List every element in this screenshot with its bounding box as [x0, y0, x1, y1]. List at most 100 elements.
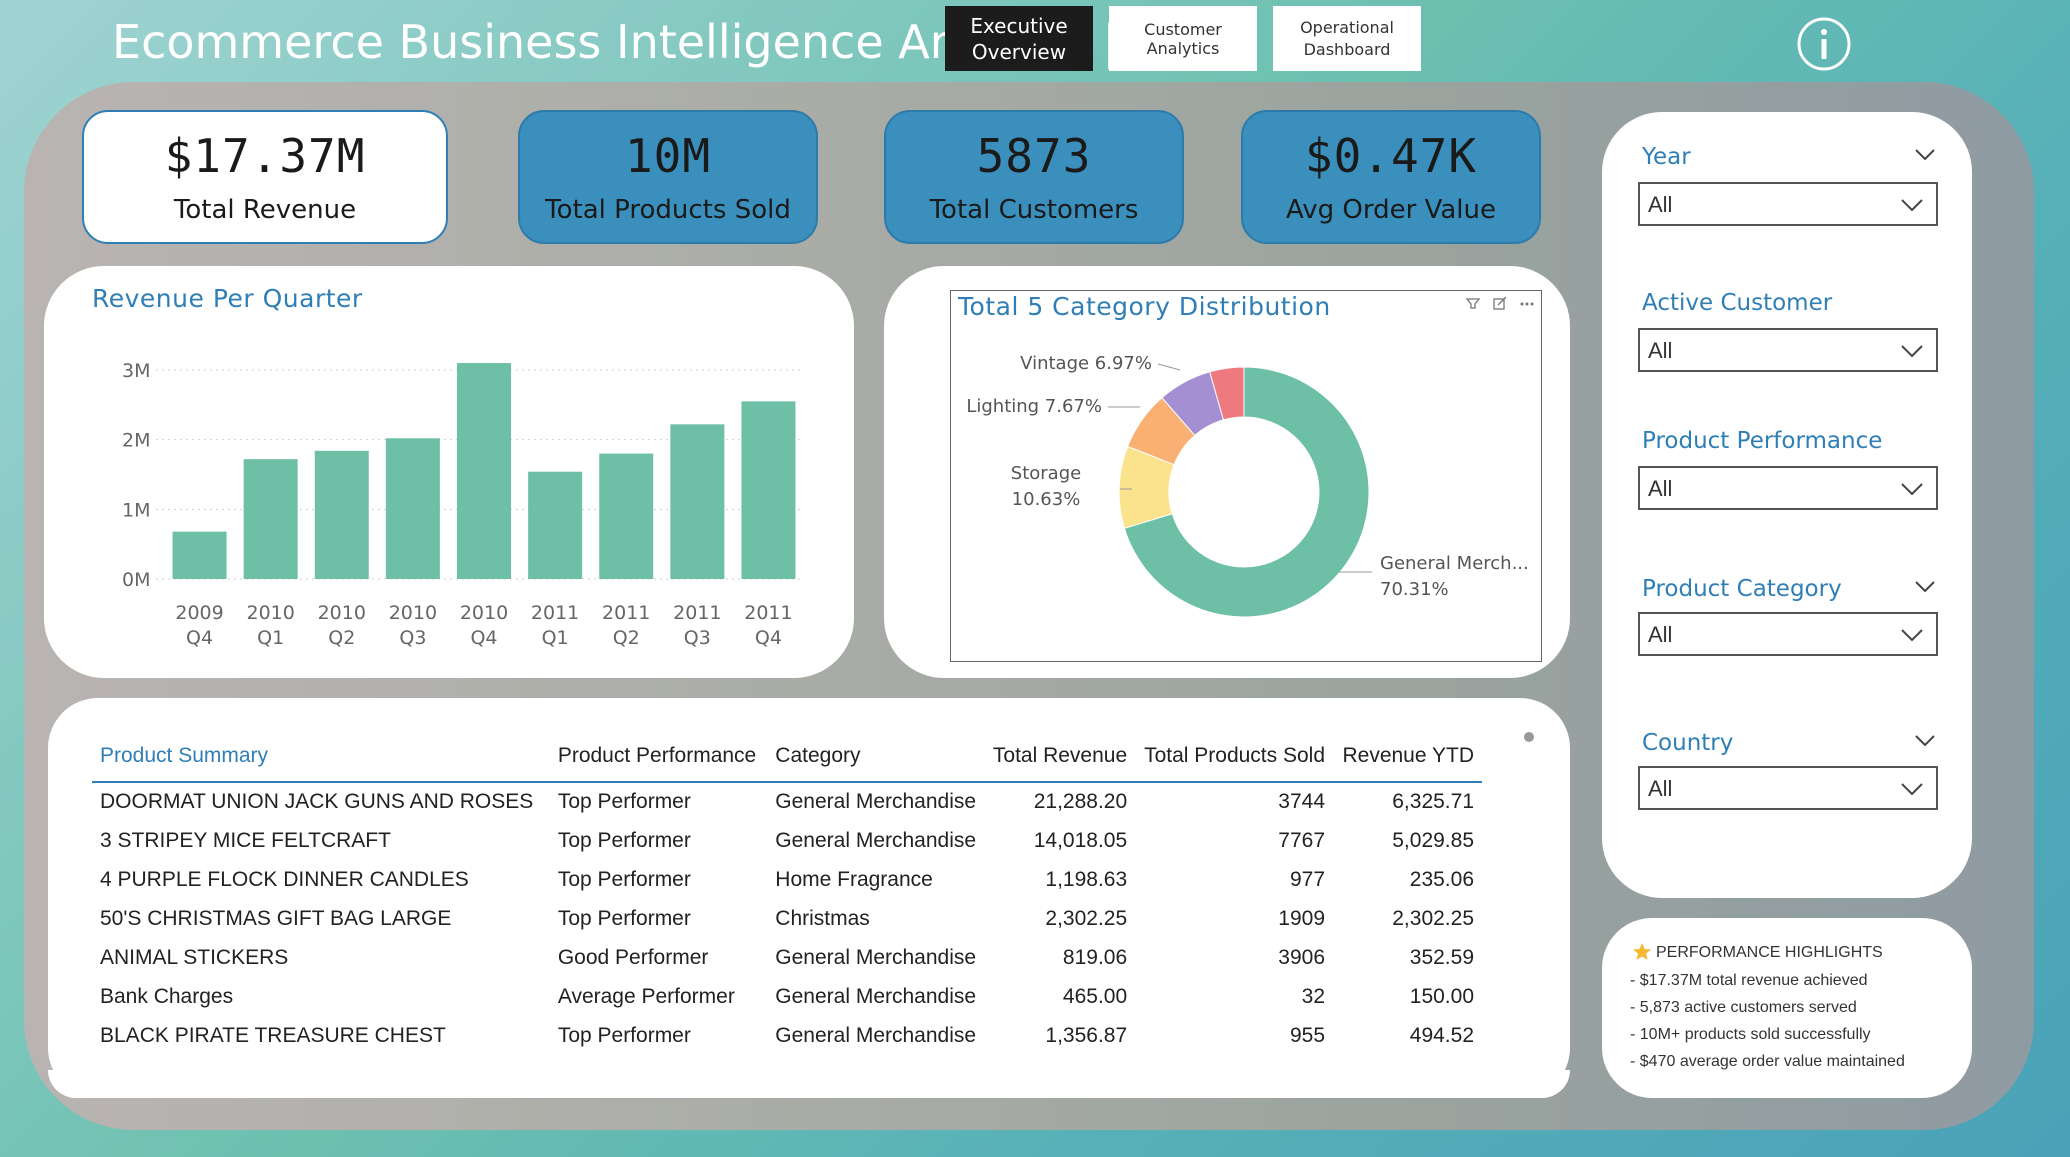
chevron-down-icon[interactable] — [1914, 148, 1936, 162]
x-tick-label: Q4 — [755, 627, 782, 649]
slice-pct: 70.31% — [1380, 579, 1449, 600]
kpi-label: Avg Order Value — [1286, 195, 1496, 225]
col-header-total-products-sold[interactable]: Total Products Sold — [1144, 743, 1326, 767]
product-summary-card — [48, 698, 1570, 1098]
cell-revenue-ytd: 2,302.25 — [1392, 906, 1474, 930]
col-header-category[interactable]: Category — [775, 743, 861, 767]
slice-label: General Merch... — [1380, 553, 1529, 574]
table-row[interactable]: Bank Charges Average Performer General M… — [92, 977, 1482, 1016]
cell-performance: Top Performer — [557, 790, 691, 813]
table-row[interactable]: 4 PURPLE FLOCK DINNER CANDLES Top Perfor… — [92, 860, 1482, 899]
cell-category: General Merchandise — [775, 984, 977, 1008]
x-tick-label: 2010 — [460, 602, 508, 624]
bar[interactable] — [741, 401, 796, 579]
col-header-revenue-ytd[interactable]: Revenue YTD — [1342, 743, 1474, 767]
x-tick-label: 2011 — [602, 602, 650, 624]
cell-products-sold: 977 — [1289, 867, 1326, 891]
bar[interactable] — [599, 453, 654, 579]
chevron-down-icon — [1901, 629, 1923, 642]
filter-product-category-dropdown[interactable]: All — [1638, 612, 1938, 656]
y-tick-label: 2M — [122, 430, 150, 452]
table-row[interactable]: DOORMAT UNION JACK GUNS AND ROSES Top Pe… — [92, 782, 1482, 821]
filter-value: All — [1648, 476, 1673, 501]
cell-revenue-ytd: 235.06 — [1409, 867, 1474, 891]
filter-year-dropdown[interactable]: All — [1638, 182, 1938, 226]
table-row[interactable]: BLACK PIRATE TREASURE CHEST Top Performe… — [92, 1016, 1482, 1055]
nav-operational-dashboard-button[interactable]: Operational Dashboard — [1273, 6, 1421, 71]
product-summary-table-viewport: Product Summary Product Performance Cate… — [92, 730, 1482, 1070]
x-tick-label: Q4 — [470, 627, 497, 649]
bar[interactable] — [172, 531, 227, 579]
cell-revenue: 465.00 — [1062, 984, 1128, 1008]
filter-country-dropdown[interactable]: All — [1638, 766, 1938, 810]
chevron-down-icon[interactable] — [1914, 734, 1936, 748]
x-tick-label: Q1 — [257, 627, 284, 649]
scrollbar-thumb[interactable] — [1524, 732, 1534, 742]
bar[interactable] — [457, 363, 511, 579]
donut-chart-title: Total 5 Category Distribution — [958, 292, 1331, 321]
filter-icon[interactable] — [1465, 298, 1481, 309]
highlight-item: - 5,873 active customers served — [1630, 999, 1857, 1016]
slice-label: Lighting 7.67% — [966, 396, 1102, 417]
cell-revenue-ytd: 150.00 — [1409, 984, 1474, 1008]
y-tick-label: 0M — [122, 569, 150, 591]
bar[interactable] — [314, 450, 369, 579]
filter-value: All — [1648, 338, 1673, 363]
bar[interactable] — [385, 438, 440, 579]
filter-label-product-category: Product Category — [1642, 576, 1842, 602]
bar[interactable] — [528, 471, 583, 579]
bar[interactable] — [243, 459, 298, 579]
cell-products-sold: 32 — [1301, 984, 1326, 1008]
nav-executive-overview-button[interactable]: Executive Overview — [945, 6, 1093, 71]
highlight-item: - $470 average order value maintained — [1630, 1053, 1905, 1070]
x-tick-label: 2010 — [246, 602, 294, 624]
nav-customer-analytics-button[interactable]: Customer Analytics — [1109, 6, 1257, 71]
cell-products-sold: 3744 — [1278, 790, 1326, 813]
cell-revenue: 2,302.25 — [1045, 906, 1128, 930]
more-options-icon[interactable] — [1520, 302, 1534, 306]
col-header-product-summary[interactable]: Product Summary — [100, 743, 269, 767]
x-tick-label: 2011 — [673, 602, 721, 624]
x-tick-label: 2011 — [531, 602, 579, 624]
cell-category: General Merchandise — [775, 1023, 977, 1047]
donut-slice[interactable] — [1209, 366, 1245, 421]
table-row[interactable]: ANIMAL STICKERS Good Performer General M… — [92, 938, 1482, 977]
cell-product: DOORMAT UNION JACK GUNS AND ROSES — [100, 790, 534, 813]
cell-performance: Top Performer — [557, 906, 691, 930]
kpi-label: Total Products Sold — [545, 195, 791, 225]
kpi-label: Total Revenue — [173, 195, 357, 225]
performance-highlights-card: PERFORMANCE HIGHLIGHTS - $17.37M total r… — [1602, 918, 1972, 1098]
filter-product-performance-dropdown[interactable]: All — [1638, 466, 1938, 510]
col-header-product-performance[interactable]: Product Performance — [557, 743, 757, 767]
focus-mode-icon[interactable] — [1493, 296, 1507, 310]
cell-products-sold: 7767 — [1278, 828, 1326, 852]
kpi-value: $0.47K — [1304, 129, 1478, 183]
slice-label: Vintage 6.97% — [1020, 353, 1152, 374]
cell-category: General Merchandise — [775, 828, 977, 852]
cell-revenue-ytd: 352.59 — [1409, 945, 1474, 969]
table-row[interactable]: 3 STRIPEY MICE FELTCRAFT Top Performer G… — [92, 821, 1482, 860]
table-row[interactable]: 50'S CHRISTMAS GIFT BAG LARGE Top Perfor… — [92, 899, 1482, 938]
filter-label-product-performance: Product Performance — [1642, 428, 1883, 454]
cell-revenue: 1,356.87 — [1045, 1023, 1128, 1047]
cell-performance: Top Performer — [557, 828, 691, 852]
cell-performance: Average Performer — [557, 984, 735, 1008]
x-tick-label: Q3 — [684, 627, 711, 649]
category-distribution-card: Total 5 Category Distribution General Me… — [884, 266, 1570, 678]
cell-products-sold: 955 — [1289, 1023, 1326, 1047]
x-tick-label: 2010 — [389, 602, 437, 624]
chevron-down-icon — [1901, 783, 1923, 796]
col-header-total-revenue[interactable]: Total Revenue — [992, 743, 1128, 767]
info-icon[interactable] — [1796, 16, 1852, 72]
kpi-value: 5873 — [976, 129, 1092, 183]
cell-product: ANIMAL STICKERS — [100, 945, 289, 969]
x-tick-label: Q2 — [613, 627, 640, 649]
product-summary-table: Product Summary Product Performance Cate… — [92, 730, 1482, 1055]
filter-active-customer-dropdown[interactable]: All — [1638, 328, 1938, 372]
bar[interactable] — [670, 424, 725, 579]
chevron-down-icon[interactable] — [1914, 580, 1936, 594]
donut-slice[interactable] — [1123, 366, 1370, 618]
kpi-avg-order-value: $0.47K Avg Order Value — [1241, 110, 1541, 244]
chevron-down-icon — [1901, 483, 1923, 496]
visual-header-icons — [1465, 296, 1534, 310]
